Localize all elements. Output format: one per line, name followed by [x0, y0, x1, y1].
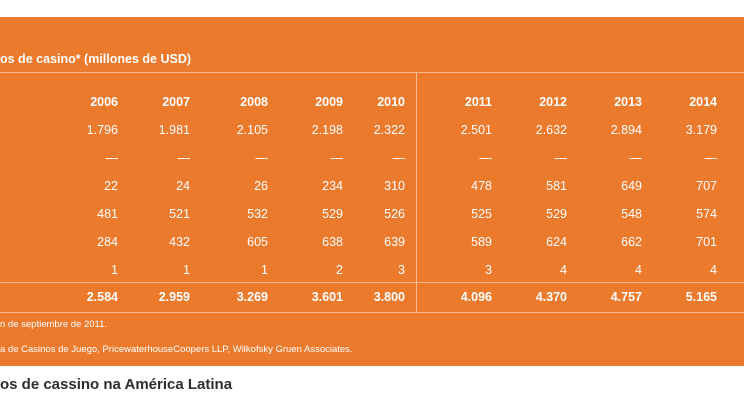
table-cell: 1	[261, 263, 268, 277]
table-cell: 1	[111, 263, 118, 277]
total-cell: 3.601	[311, 290, 343, 304]
total-cell: 4.757	[610, 290, 642, 304]
table-cell: 662	[621, 235, 642, 249]
table-cell: 310	[384, 179, 405, 193]
year-header: 2007	[162, 95, 190, 109]
column-divider	[416, 72, 417, 312]
table-cell: 581	[546, 179, 567, 193]
table-cell: 525	[471, 207, 492, 221]
table-cell: 1.796	[86, 123, 118, 137]
table-cell: 2.198	[311, 123, 343, 137]
table-cell: 4	[635, 263, 642, 277]
table-cell: 649	[621, 179, 642, 193]
table-cell: 707	[696, 179, 717, 193]
table-cell: 1	[183, 263, 190, 277]
table-cell: 526	[384, 207, 405, 221]
divider	[0, 72, 744, 73]
year-header: 2013	[614, 95, 642, 109]
table-cell: —	[554, 151, 568, 165]
table-cell: —	[704, 151, 718, 165]
table-cell: 1.981	[158, 123, 190, 137]
divider	[0, 282, 744, 283]
table-cell: 2	[336, 263, 343, 277]
total-cell: 3.269	[236, 290, 268, 304]
table-cell: —	[330, 151, 344, 165]
table-cell: 3.179	[685, 123, 717, 137]
table-cell: 574	[696, 207, 717, 221]
table-cell: 548	[621, 207, 642, 221]
table-cell: 589	[471, 235, 492, 249]
table-cell: 624	[546, 235, 567, 249]
table-cell: 638	[322, 235, 343, 249]
total-cell: 4.370	[535, 290, 567, 304]
table-cell: 24	[176, 179, 190, 193]
table-cell: 529	[322, 207, 343, 221]
table-cell: —	[105, 151, 119, 165]
year-header: 2006	[90, 95, 118, 109]
total-cell: 3.800	[373, 290, 405, 304]
table-cell: 3	[398, 263, 405, 277]
year-header: 2009	[315, 95, 343, 109]
table-cell: 701	[696, 235, 717, 249]
table-cell: 605	[247, 235, 268, 249]
year-header: 2012	[539, 95, 567, 109]
total-cell: 2.584	[86, 290, 118, 304]
total-cell: 5.165	[685, 290, 717, 304]
total-cell: 4.096	[460, 290, 492, 304]
total-cell: 2.959	[158, 290, 190, 304]
table-cell: —	[392, 151, 406, 165]
table-cell: 481	[97, 207, 118, 221]
table-cell: 284	[97, 235, 118, 249]
source-note: a de Casinos de Juego, PricewaterhouseCo…	[0, 344, 353, 355]
table-cell: 4	[710, 263, 717, 277]
table-cell: 234	[322, 179, 343, 193]
table-cell: 529	[546, 207, 567, 221]
table-cell: —	[629, 151, 643, 165]
year-header: 2011	[464, 95, 492, 109]
table-cell: —	[177, 151, 191, 165]
year-header: 2010	[377, 95, 405, 109]
table-cell: —	[479, 151, 493, 165]
table-title: os de casino* (millones de USD)	[0, 52, 192, 66]
divider	[0, 312, 744, 313]
table-cell: 4	[560, 263, 567, 277]
caption: os de cassino na América Latina	[0, 376, 233, 393]
table-cell: 2.105	[236, 123, 268, 137]
table-cell: 26	[254, 179, 268, 193]
table-cell: 532	[247, 207, 268, 221]
table-cell: 3	[485, 263, 492, 277]
table-cell: 521	[169, 207, 190, 221]
year-header: 2014	[689, 95, 717, 109]
table-cell: 2.894	[610, 123, 642, 137]
table-cell: —	[255, 151, 269, 165]
year-header: 2008	[240, 95, 268, 109]
table-cell: 2.501	[460, 123, 492, 137]
table-cell: 432	[169, 235, 190, 249]
table-cell: 478	[471, 179, 492, 193]
table-cell: 2.322	[373, 123, 405, 137]
table-panel: os de casino* (millones de USD) n de sep…	[0, 17, 744, 366]
table-cell: 22	[104, 179, 118, 193]
table-cell: 2.632	[535, 123, 567, 137]
table-cell: 639	[384, 235, 405, 249]
footnote: n de septiembre de 2011.	[0, 319, 108, 330]
